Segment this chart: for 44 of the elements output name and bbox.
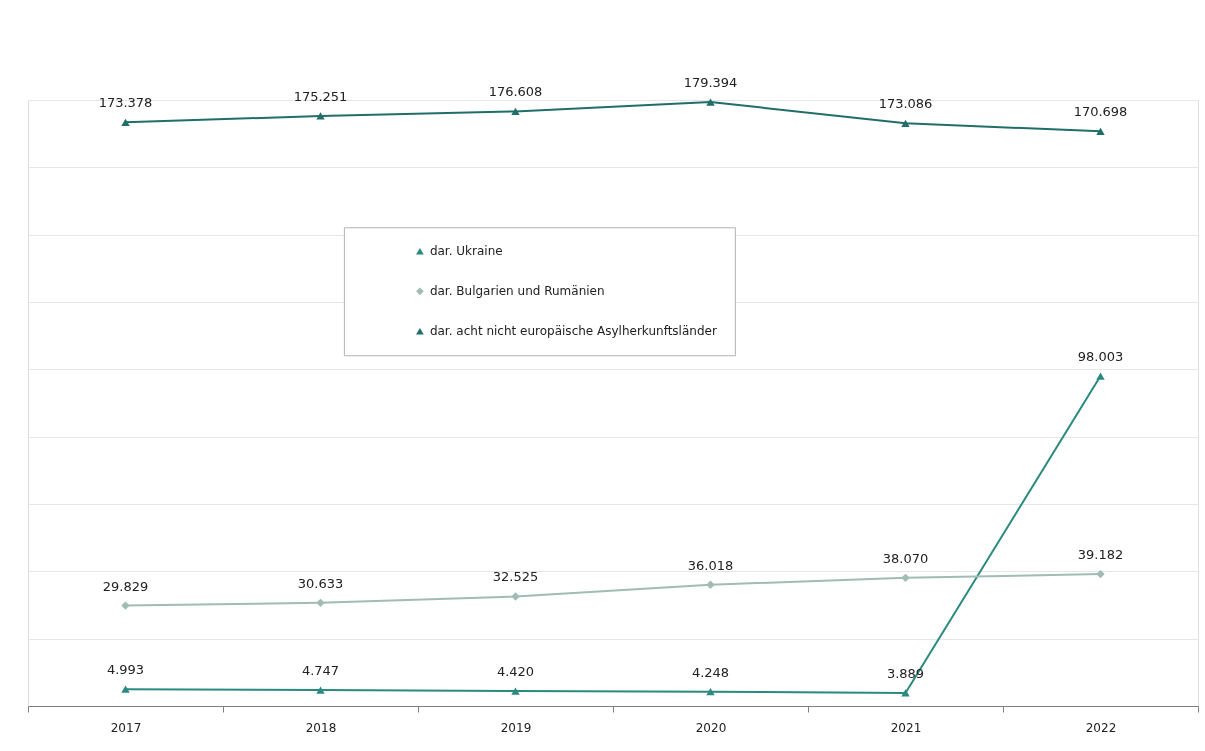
data-label: 179.394 bbox=[683, 75, 738, 91]
x-tick-label: 2022 bbox=[1085, 720, 1117, 735]
x-tick-label: 2019 bbox=[500, 720, 532, 735]
data-label: 170.698 bbox=[1073, 104, 1128, 120]
data-label: 36.018 bbox=[687, 557, 734, 573]
x-tick-label: 2021 bbox=[890, 720, 922, 735]
point bbox=[121, 685, 130, 693]
data-label: 173.086 bbox=[878, 96, 933, 112]
point bbox=[1096, 372, 1105, 380]
point bbox=[316, 598, 325, 608]
data-label: 175.251 bbox=[293, 88, 348, 104]
point bbox=[901, 573, 910, 583]
point bbox=[511, 687, 520, 695]
data-label: 38.070 bbox=[882, 550, 929, 566]
x-tick-label: 2017 bbox=[110, 720, 142, 735]
data-label: 4.248 bbox=[691, 664, 730, 680]
point bbox=[706, 580, 715, 589]
point bbox=[1096, 127, 1105, 135]
point bbox=[901, 119, 910, 127]
x-tick-label: 2018 bbox=[305, 720, 337, 735]
legend-label: dar. Bulgarien und Rumänien bbox=[429, 284, 605, 299]
x-tick-label: 2020 bbox=[695, 720, 727, 735]
data-label: 30.633 bbox=[297, 575, 344, 591]
point bbox=[706, 688, 715, 696]
legend-label: dar. Ukraine bbox=[429, 244, 503, 259]
data-label: 98.003 bbox=[1077, 349, 1124, 365]
legend-label: dar. acht nicht europäische Asylherkunftsländer bbox=[429, 324, 717, 339]
data-label: 173.378 bbox=[98, 95, 153, 111]
point bbox=[706, 98, 715, 106]
point bbox=[511, 107, 520, 116]
data-label: 4.993 bbox=[106, 662, 145, 678]
data-label: 176.608 bbox=[488, 84, 543, 100]
data-label: 29.829 bbox=[102, 578, 149, 594]
point bbox=[901, 689, 910, 697]
data-label: 4.420 bbox=[496, 664, 535, 680]
point bbox=[121, 601, 130, 610]
data-label: 4.747 bbox=[301, 663, 340, 679]
point bbox=[121, 118, 130, 126]
data-label: 39.182 bbox=[1077, 547, 1124, 563]
point bbox=[511, 592, 520, 601]
point bbox=[316, 112, 325, 120]
data-label: 32.525 bbox=[492, 569, 539, 585]
point bbox=[1096, 569, 1105, 579]
point bbox=[316, 686, 325, 694]
